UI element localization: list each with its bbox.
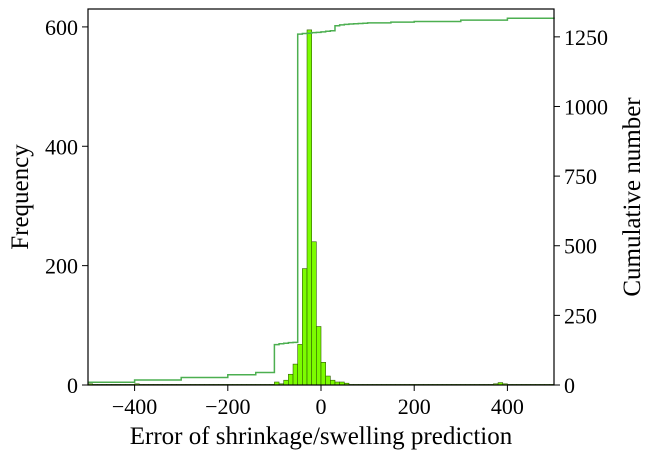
x-tick-label: 400: [491, 394, 524, 419]
y-tick-label: 400: [45, 134, 78, 159]
y2-tick-label: 250: [564, 303, 597, 328]
x-tick-label: −400: [112, 394, 157, 419]
x-axis-label: Error of shrinkage/swelling prediction: [130, 423, 513, 450]
histogram-bar: [297, 344, 303, 386]
y2-tick-label: 750: [564, 164, 597, 189]
y-axis-left-ticks: 0 200 400 600: [45, 15, 88, 398]
histogram-bar: [316, 326, 322, 386]
histogram-bar: [292, 363, 299, 386]
histogram-bar: [306, 29, 312, 386]
histogram-bar: [325, 375, 331, 386]
histogram-bar: [311, 241, 317, 386]
x-tick-label: 200: [398, 394, 431, 419]
cumulative-line: [88, 17, 555, 383]
y2-tick-label: 1000: [564, 94, 608, 119]
y2-tick-label: 1250: [564, 25, 608, 50]
x-tick-label: 0: [316, 394, 327, 419]
x-axis-ticks: −400 −200 0 200 400: [112, 385, 524, 419]
y-axis-right-ticks: 0 250 500 750 1000 1250: [554, 25, 608, 398]
histogram-bar: [330, 379, 336, 386]
histogram-bar: [320, 362, 326, 386]
y-axis-right-label: Cumulative number: [619, 97, 645, 297]
y-tick-label: 600: [45, 15, 78, 40]
y2-tick-label: 0: [564, 373, 575, 398]
histogram-bar: [302, 268, 308, 386]
histogram-bar: [283, 379, 289, 386]
y-axis-left-label: Frequency: [7, 144, 34, 250]
y-tick-label: 0: [67, 373, 78, 398]
histogram-bar: [288, 373, 294, 386]
x-tick-label: −200: [205, 394, 250, 419]
y-tick-label: 200: [45, 254, 78, 279]
histogram-bars: [87, 29, 555, 386]
y2-tick-label: 500: [564, 234, 597, 259]
